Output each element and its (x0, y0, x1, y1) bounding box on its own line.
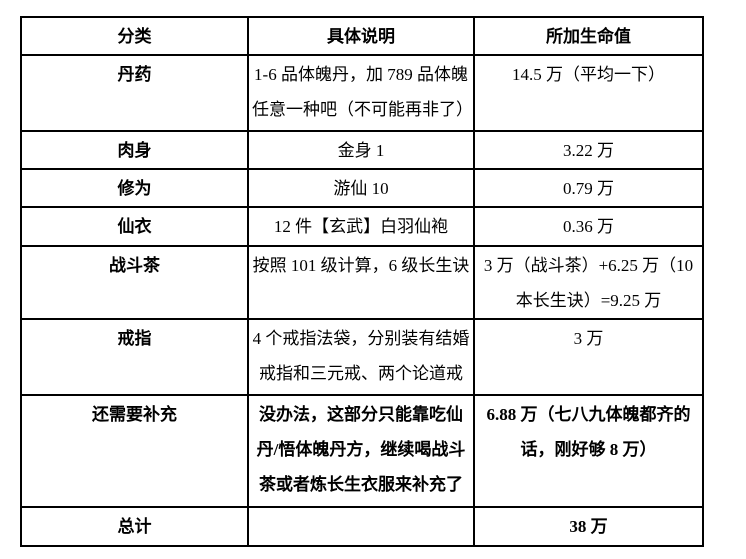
description-cell: 按照 101 级计算，6 级长生诀 (247, 245, 475, 320)
category-cell: 丹药 (20, 54, 249, 132)
table-row: 戒指 4 个戒指法袋，分别装有结婚戒指和三元戒、两个论道戒 3 万 (20, 318, 704, 396)
value-cell: 3 万 (473, 318, 704, 396)
category-cell: 肉身 (20, 130, 249, 170)
description-cell: 游仙 10 (247, 168, 475, 208)
header-life-value: 所加生命值 (473, 16, 704, 56)
table-row: 修为 游仙 10 0.79 万 (20, 168, 704, 208)
table-row: 仙衣 12 件【玄武】白羽仙袍 0.36 万 (20, 206, 704, 247)
value-cell: 0.36 万 (473, 206, 704, 247)
table-row: 丹药 1-6 品体魄丹，加 789 品体魄任意一种吧（不可能再非了） 14.5 万（… (20, 54, 704, 132)
description-cell (247, 506, 475, 547)
description-cell: 1-6 品体魄丹，加 789 品体魄任意一种吧（不可能再非了） (247, 54, 475, 132)
table-body: 丹药 1-6 品体魄丹，加 789 品体魄任意一种吧（不可能再非了） 14.5 万（… (20, 54, 704, 547)
value-cell: 6.88 万（七八九体魄都齐的话，刚好够 8 万） (473, 394, 704, 508)
value-cell: 14.5 万（平均一下） (473, 54, 704, 132)
value-cell: 0.79 万 (473, 168, 704, 208)
category-cell: 战斗茶 (20, 245, 249, 320)
value-cell: 3 万（战斗茶）+6.25 万（10 本长生诀）=9.25 万 (473, 245, 704, 320)
description-cell: 金身 1 (247, 130, 475, 170)
description-cell: 4 个戒指法袋，分别装有结婚戒指和三元戒、两个论道戒 (247, 318, 475, 396)
header-category: 分类 (20, 16, 249, 56)
category-cell: 还需要补充 (20, 394, 249, 508)
table-row: 肉身 金身 1 3.22 万 (20, 130, 704, 170)
table-row: 战斗茶 按照 101 级计算，6 级长生诀 3 万（战斗茶）+6.25 万（10 本… (20, 245, 704, 320)
value-cell: 3.22 万 (473, 130, 704, 170)
table-header: 分类 具体说明 所加生命值 (20, 16, 704, 56)
category-cell: 仙衣 (20, 206, 249, 247)
table-row: 总计 38 万 (20, 506, 704, 547)
life-value-table: 分类 具体说明 所加生命值 丹药 1-6 品体魄丹，加 789 品体魄任意一种吧（… (20, 16, 704, 547)
category-cell: 戒指 (20, 318, 249, 396)
category-cell: 总计 (20, 506, 249, 547)
category-cell: 修为 (20, 168, 249, 208)
description-cell: 12 件【玄武】白羽仙袍 (247, 206, 475, 247)
header-row: 分类 具体说明 所加生命值 (20, 16, 704, 56)
description-cell: 没办法，这部分只能靠吃仙丹/悟体魄丹方，继续喝战斗茶或者炼长生衣服来补充了 (247, 394, 475, 508)
value-cell: 38 万 (473, 506, 704, 547)
header-description: 具体说明 (247, 16, 475, 56)
table-row: 还需要补充 没办法，这部分只能靠吃仙丹/悟体魄丹方，继续喝战斗茶或者炼长生衣服来补… (20, 394, 704, 508)
